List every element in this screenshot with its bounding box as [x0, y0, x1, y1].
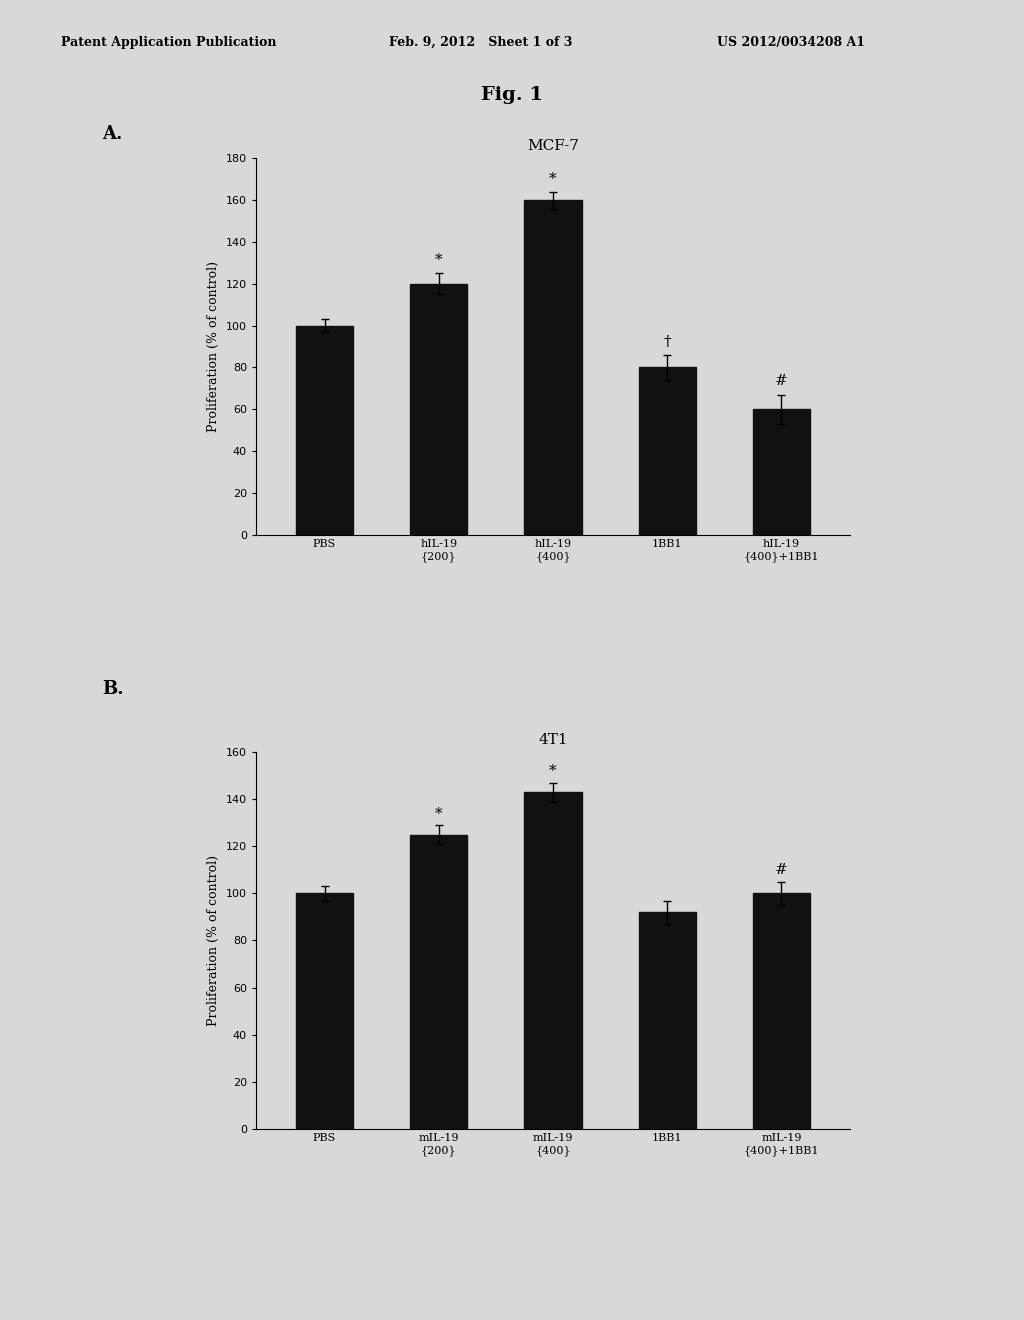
Bar: [639, 367, 695, 535]
Title: 4T1: 4T1: [539, 733, 567, 747]
Bar: [524, 201, 582, 535]
Text: US 2012/0034208 A1: US 2012/0034208 A1: [717, 36, 865, 49]
Text: Patent Application Publication: Patent Application Publication: [61, 36, 276, 49]
Text: #: #: [775, 863, 787, 876]
Text: *: *: [435, 253, 442, 267]
Text: †: †: [664, 334, 671, 348]
Text: B.: B.: [102, 680, 124, 698]
Bar: [753, 894, 810, 1129]
Bar: [296, 326, 353, 535]
Bar: [411, 284, 467, 535]
Text: *: *: [549, 172, 557, 186]
Bar: [524, 792, 582, 1129]
Bar: [753, 409, 810, 535]
Text: #: #: [775, 375, 787, 388]
Text: *: *: [549, 764, 557, 779]
Bar: [639, 912, 695, 1129]
Y-axis label: Proliferation (% of control): Proliferation (% of control): [207, 261, 220, 432]
Text: *: *: [435, 807, 442, 821]
Text: A.: A.: [102, 125, 123, 144]
Y-axis label: Proliferation (% of control): Proliferation (% of control): [207, 855, 220, 1026]
Text: Feb. 9, 2012   Sheet 1 of 3: Feb. 9, 2012 Sheet 1 of 3: [389, 36, 572, 49]
Text: Fig. 1: Fig. 1: [481, 86, 543, 104]
Title: MCF-7: MCF-7: [527, 139, 579, 153]
Bar: [411, 834, 467, 1129]
Bar: [296, 894, 353, 1129]
